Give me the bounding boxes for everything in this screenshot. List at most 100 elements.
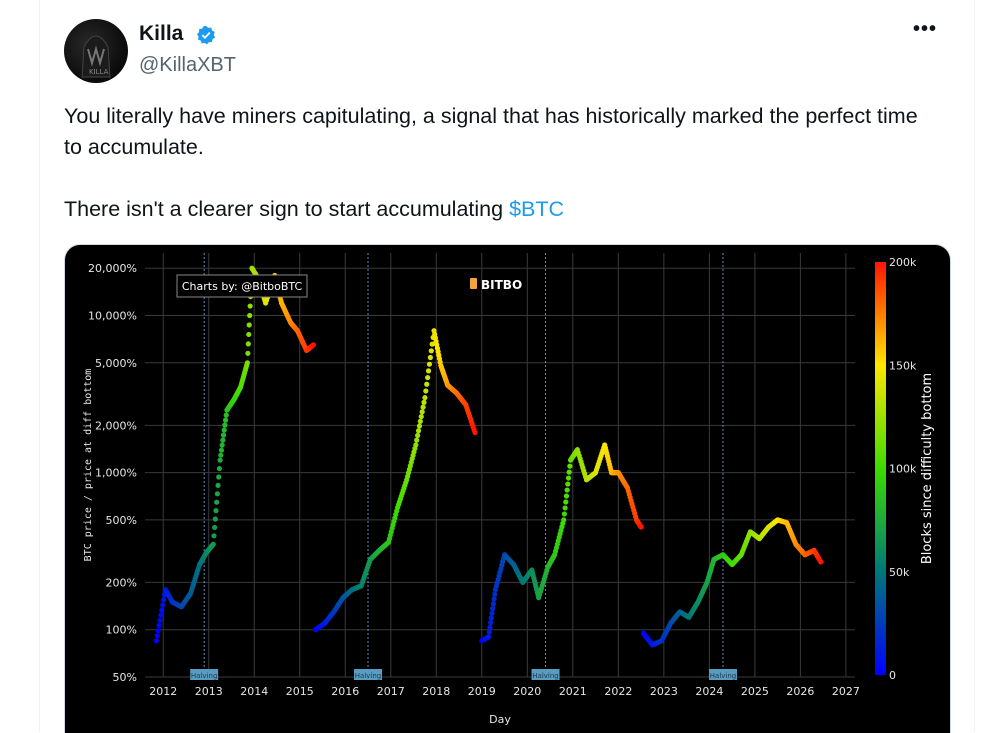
- y-tick-label: 500%: [106, 514, 137, 527]
- data-point: [155, 627, 161, 634]
- data-point: [216, 474, 222, 480]
- author-handle[interactable]: @KillaXBT: [139, 54, 236, 76]
- x-tick-label: 2015: [286, 685, 314, 698]
- colorbar: [875, 262, 886, 675]
- author-name[interactable]: Killa: [139, 22, 184, 45]
- svg-text:KILLA: KILLA: [89, 68, 109, 76]
- data-point: [491, 596, 497, 602]
- data-point: [420, 404, 426, 410]
- tweet-text-line1: You literally have miners capitulating, …: [64, 104, 918, 159]
- x-tick-label: 2017: [377, 685, 405, 698]
- data-point: [492, 591, 498, 597]
- y-tick-label: 1,000%: [95, 467, 137, 480]
- x-tick-label: 2025: [741, 685, 769, 698]
- data-point: [212, 524, 218, 531]
- data-point: [218, 447, 225, 453]
- data-point: [247, 312, 253, 319]
- data-point: [161, 597, 167, 603]
- more-options-icon[interactable]: •••: [913, 18, 938, 40]
- x-tick-label: 2027: [832, 685, 860, 698]
- halving-label: Halving: [355, 672, 381, 680]
- data-point: [415, 432, 421, 439]
- data-point: [561, 511, 568, 517]
- data-point: [490, 605, 496, 612]
- hooded-figure-avatar-icon: KILLA: [81, 35, 111, 78]
- data-point: [561, 517, 567, 523]
- data-point: [211, 533, 217, 539]
- y-axis-title: BTC price / price at diff bottom: [83, 369, 94, 562]
- y-tick-label: 20,000%: [88, 262, 137, 275]
- x-tick-label: 2022: [604, 685, 632, 698]
- data-point: [218, 452, 224, 458]
- data-point: [215, 482, 221, 488]
- data-point: [154, 633, 160, 639]
- data-point: [818, 559, 824, 565]
- data-point: [486, 634, 492, 640]
- data-point: [472, 429, 478, 436]
- data-point: [562, 505, 568, 511]
- data-point: [222, 417, 229, 423]
- data-point: [245, 350, 251, 356]
- data-point: [419, 409, 425, 415]
- data-point: [222, 422, 228, 428]
- data-point: [415, 428, 422, 434]
- author-avatar[interactable]: KILLA: [64, 19, 128, 83]
- data-point: [219, 442, 225, 448]
- chart-credit: Charts by: @BitboBTC: [182, 280, 303, 293]
- data-point: [210, 541, 216, 547]
- data-point: [246, 322, 252, 328]
- data-point: [416, 423, 423, 429]
- data-point: [213, 508, 219, 514]
- x-tick-label: 2020: [513, 685, 541, 698]
- x-tick-label: 2019: [468, 685, 496, 698]
- y-tick-label: 10,000%: [88, 310, 137, 323]
- tweet-text-line2: There isn't a clearer sign to start accu…: [64, 194, 924, 225]
- halving-label: Halving: [710, 672, 736, 680]
- colorbar-title: Blocks since difficulty bottom: [920, 373, 935, 564]
- data-point: [157, 617, 163, 623]
- data-point: [488, 620, 494, 626]
- colorbar-tick-label: 50k: [889, 566, 910, 579]
- colorbar-tick-label: 100k: [889, 463, 917, 476]
- x-tick-label: 2018: [422, 685, 450, 698]
- brand-label: BITBO: [481, 278, 522, 292]
- data-point: [160, 602, 166, 608]
- cashtag-btc-link[interactable]: $BTC: [509, 197, 565, 221]
- x-tick-label: 2023: [650, 685, 678, 698]
- halving-label-bg: [190, 669, 219, 680]
- verified-badge-icon: [196, 25, 216, 45]
- x-tick-label: 2012: [149, 685, 177, 698]
- data-point: [427, 354, 433, 361]
- data-point: [214, 499, 220, 505]
- halving-label: Halving: [191, 672, 217, 680]
- y-tick-label: 2,000%: [95, 419, 137, 432]
- x-tick-label: 2016: [331, 685, 359, 698]
- x-tick-label: 2013: [195, 685, 223, 698]
- data-point: [246, 331, 252, 338]
- data-point: [564, 487, 570, 493]
- data-point: [214, 491, 220, 497]
- data-point: [212, 516, 218, 522]
- chart-svg: 50% 100% 200% 500% 1,000% 2,000% 5,000% 10,000%…: [83, 253, 935, 726]
- x-tick-label: 2024: [695, 685, 723, 698]
- credit-box: [176, 274, 308, 298]
- data-point: [429, 341, 435, 347]
- data-point: [565, 481, 571, 487]
- data-point: [566, 469, 572, 475]
- data-point: [425, 368, 432, 374]
- y-tick-label: 50%: [113, 671, 137, 684]
- data-point: [216, 465, 223, 472]
- data-point: [422, 395, 428, 401]
- y-tick-label: 200%: [106, 576, 137, 589]
- halving-label: Halving: [532, 672, 558, 680]
- tweet-media-chart[interactable]: 50% 100% 200% 500% 1,000% 2,000% 5,000% 10,000%…: [64, 244, 951, 733]
- data-point: [156, 622, 162, 629]
- halving-label-bg: [531, 669, 560, 680]
- data-point: [565, 475, 572, 481]
- data-point: [223, 412, 229, 418]
- data-point: [423, 388, 429, 394]
- data-point: [567, 463, 573, 469]
- data-point: [221, 427, 227, 433]
- data-point: [421, 399, 427, 405]
- halving-label-bg: [354, 669, 383, 680]
